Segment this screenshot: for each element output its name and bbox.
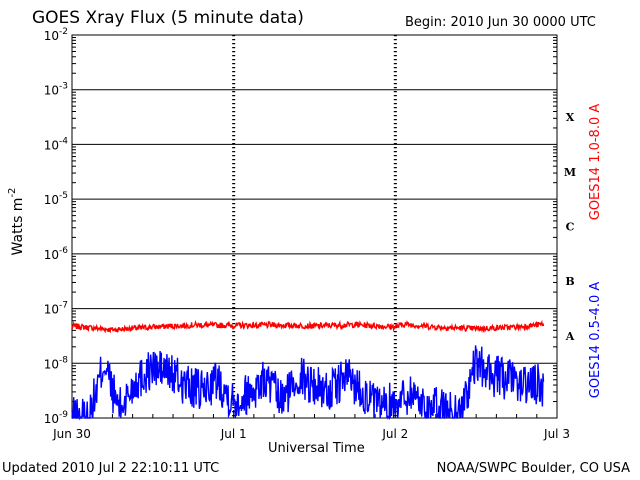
legend-short-channel: GOES14 0.5-4.0 A (588, 282, 603, 399)
updated-timestamp: Updated 2010 Jul 2 22:10:11 UTC (2, 461, 220, 476)
legend-long-channel: GOES14 1.0-8.0 A (588, 104, 603, 221)
chart-title: GOES Xray Flux (5 minute data) (32, 8, 304, 28)
flare-class-label: M (564, 166, 576, 179)
y-tick-label: 10-9 (44, 410, 69, 426)
y-tick-label: 10-2 (44, 27, 68, 43)
flare-class-label: B (565, 275, 574, 288)
credit-label: NOAA/SWPC Boulder, CO USA (436, 461, 630, 476)
y-tick-label: 10-3 (44, 82, 68, 98)
begin-time-label: Begin: 2010 Jun 30 0000 UTC (405, 15, 596, 30)
y-tick-label: 10-7 (44, 301, 68, 317)
flare-class-label: A (565, 330, 575, 343)
plot-frame (71, 34, 558, 419)
x-tick-label: Jul 2 (381, 427, 408, 441)
x-tick-label: Jul 1 (220, 427, 247, 441)
y-tick-label: 10-6 (44, 246, 69, 262)
y-tick-label: 10-8 (44, 355, 69, 371)
y-tick-label: 10-4 (44, 136, 69, 152)
y-tick-label: 10-5 (44, 191, 68, 207)
series-line-long-channel (71, 319, 545, 334)
x-tick-label: Jul 3 (543, 427, 570, 441)
series-line-short-channel (71, 345, 545, 421)
x-tick-label: Jun 30 (52, 427, 91, 441)
flare-class-label: C (566, 221, 575, 234)
flare-class-label: X (566, 111, 575, 124)
y-axis-label: Watts m-2 (7, 188, 26, 256)
x-axis-label: Universal Time (268, 441, 365, 456)
